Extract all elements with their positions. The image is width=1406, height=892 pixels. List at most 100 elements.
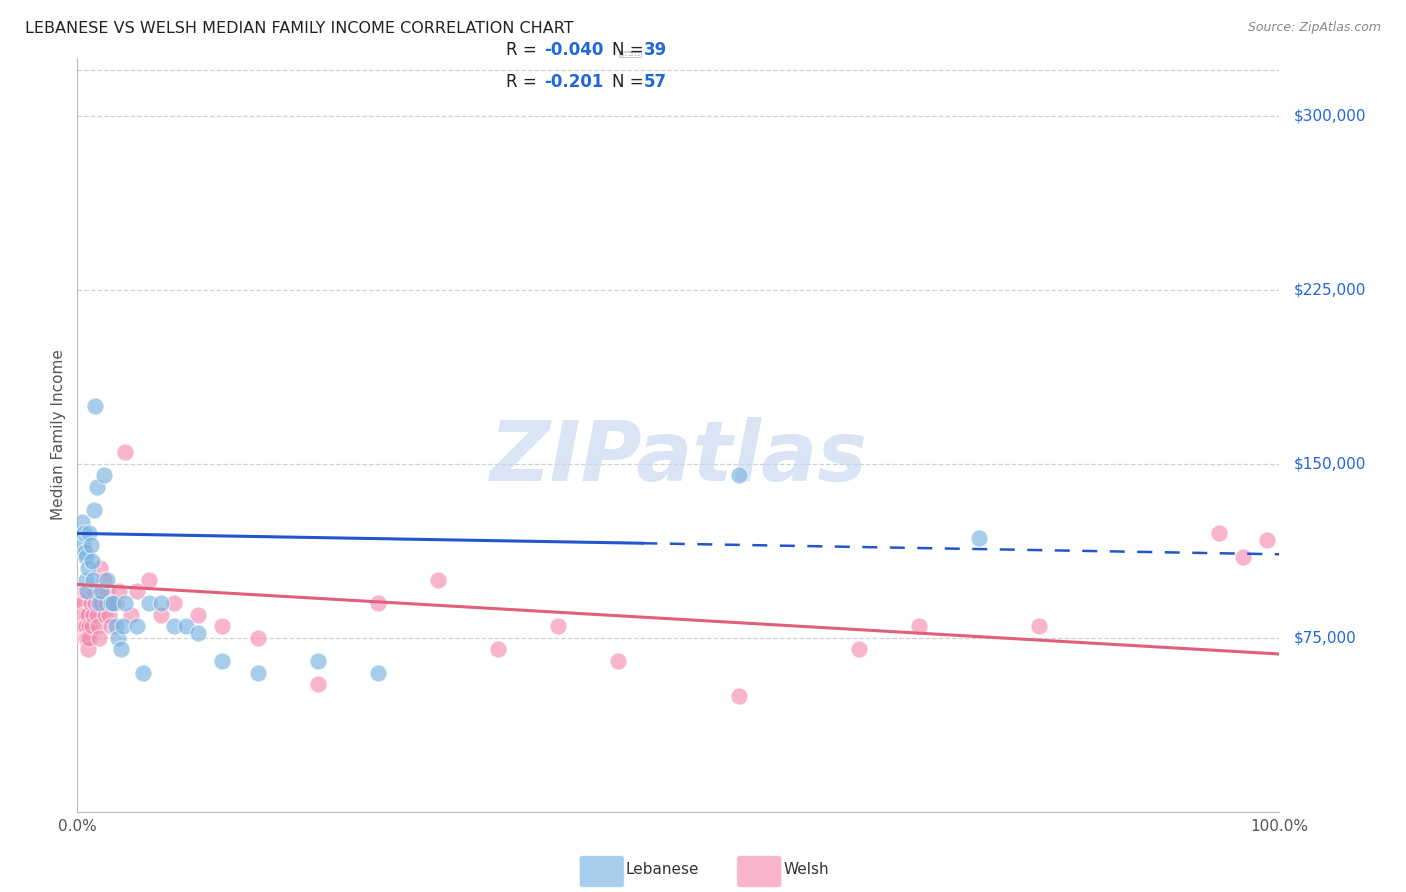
Point [186,626,209,640]
Point [103,596,125,610]
Point [486,642,509,657]
Point [80,619,103,633]
Point [367,665,389,680]
Point [70,607,93,622]
Point [72,596,94,610]
Text: -0.040: -0.040 [544,41,603,59]
Point [107,631,129,645]
Point [87,596,110,610]
Point [82,573,104,587]
Text: N =: N = [612,73,648,91]
Point [120,607,142,622]
Point [72,607,94,622]
Text: Source: ZipAtlas.com: Source: ZipAtlas.com [1247,21,1381,35]
Point [73,584,96,599]
Text: R =: R = [506,73,547,91]
Point [307,677,329,691]
Point [75,607,97,622]
Point [79,631,101,645]
Point [727,689,749,703]
Point [75,619,97,633]
Point [162,619,184,633]
Point [79,526,101,541]
Text: $150,000: $150,000 [1294,457,1365,471]
Point [367,596,389,610]
Point [727,468,749,483]
Point [76,631,98,645]
Point [77,619,100,633]
Point [83,503,105,517]
Text: Welsh: Welsh [783,863,828,877]
Point [607,654,630,668]
Point [83,584,105,599]
Point [70,619,93,633]
Point [108,584,131,599]
Point [97,607,120,622]
Point [547,619,569,633]
Point [103,596,125,610]
Point [79,596,101,610]
Point [174,619,197,633]
Point [211,619,233,633]
Point [91,584,114,599]
Point [73,619,96,633]
Point [77,607,100,622]
Point [93,468,115,483]
Text: $225,000: $225,000 [1294,283,1365,297]
Point [908,619,931,633]
Text: -0.201: -0.201 [544,73,603,91]
Point [79,538,101,552]
Point [87,631,110,645]
Point [1232,549,1254,564]
Point [72,538,94,552]
Point [82,607,104,622]
Point [87,619,110,633]
Point [246,665,269,680]
Point [162,596,184,610]
Point [138,596,160,610]
Y-axis label: Median Family Income: Median Family Income [51,350,66,520]
Point [84,399,107,413]
Point [100,596,122,610]
Point [967,531,990,545]
Point [150,607,173,622]
Point [75,631,97,645]
Point [111,619,134,633]
Point [89,561,111,575]
Text: ZIPatlas: ZIPatlas [489,417,868,498]
Point [96,573,118,587]
Point [138,573,160,587]
Point [1028,619,1050,633]
Point [96,584,118,599]
Point [186,607,209,622]
Point [110,642,132,657]
Point [127,584,149,599]
Point [307,654,329,668]
Point [70,515,93,529]
Point [104,619,127,633]
Point [77,561,100,575]
Text: Lebanese: Lebanese [626,863,699,877]
Point [70,596,93,610]
Point [114,596,136,610]
Point [1256,533,1278,548]
Text: 39: 39 [644,41,668,59]
Point [96,596,118,610]
Point [80,554,103,568]
Point [84,596,107,610]
Point [90,596,112,610]
Point [73,526,96,541]
Text: R =: R = [506,41,543,59]
Point [427,573,450,587]
Text: LEBANESE VS WELSH MEDIAN FAMILY INCOME CORRELATION CHART: LEBANESE VS WELSH MEDIAN FAMILY INCOME C… [25,21,574,37]
Point [211,654,233,668]
Point [132,665,155,680]
Point [848,642,870,657]
Point [76,584,98,599]
Legend:     R = -0.040    N = 39,     R =  -0.201    N = 57: R = -0.040 N = 39, R = -0.201 N = 57 [620,51,641,57]
Point [75,573,97,587]
Point [127,619,149,633]
Point [104,596,127,610]
Point [94,607,117,622]
Text: $300,000: $300,000 [1294,109,1365,123]
